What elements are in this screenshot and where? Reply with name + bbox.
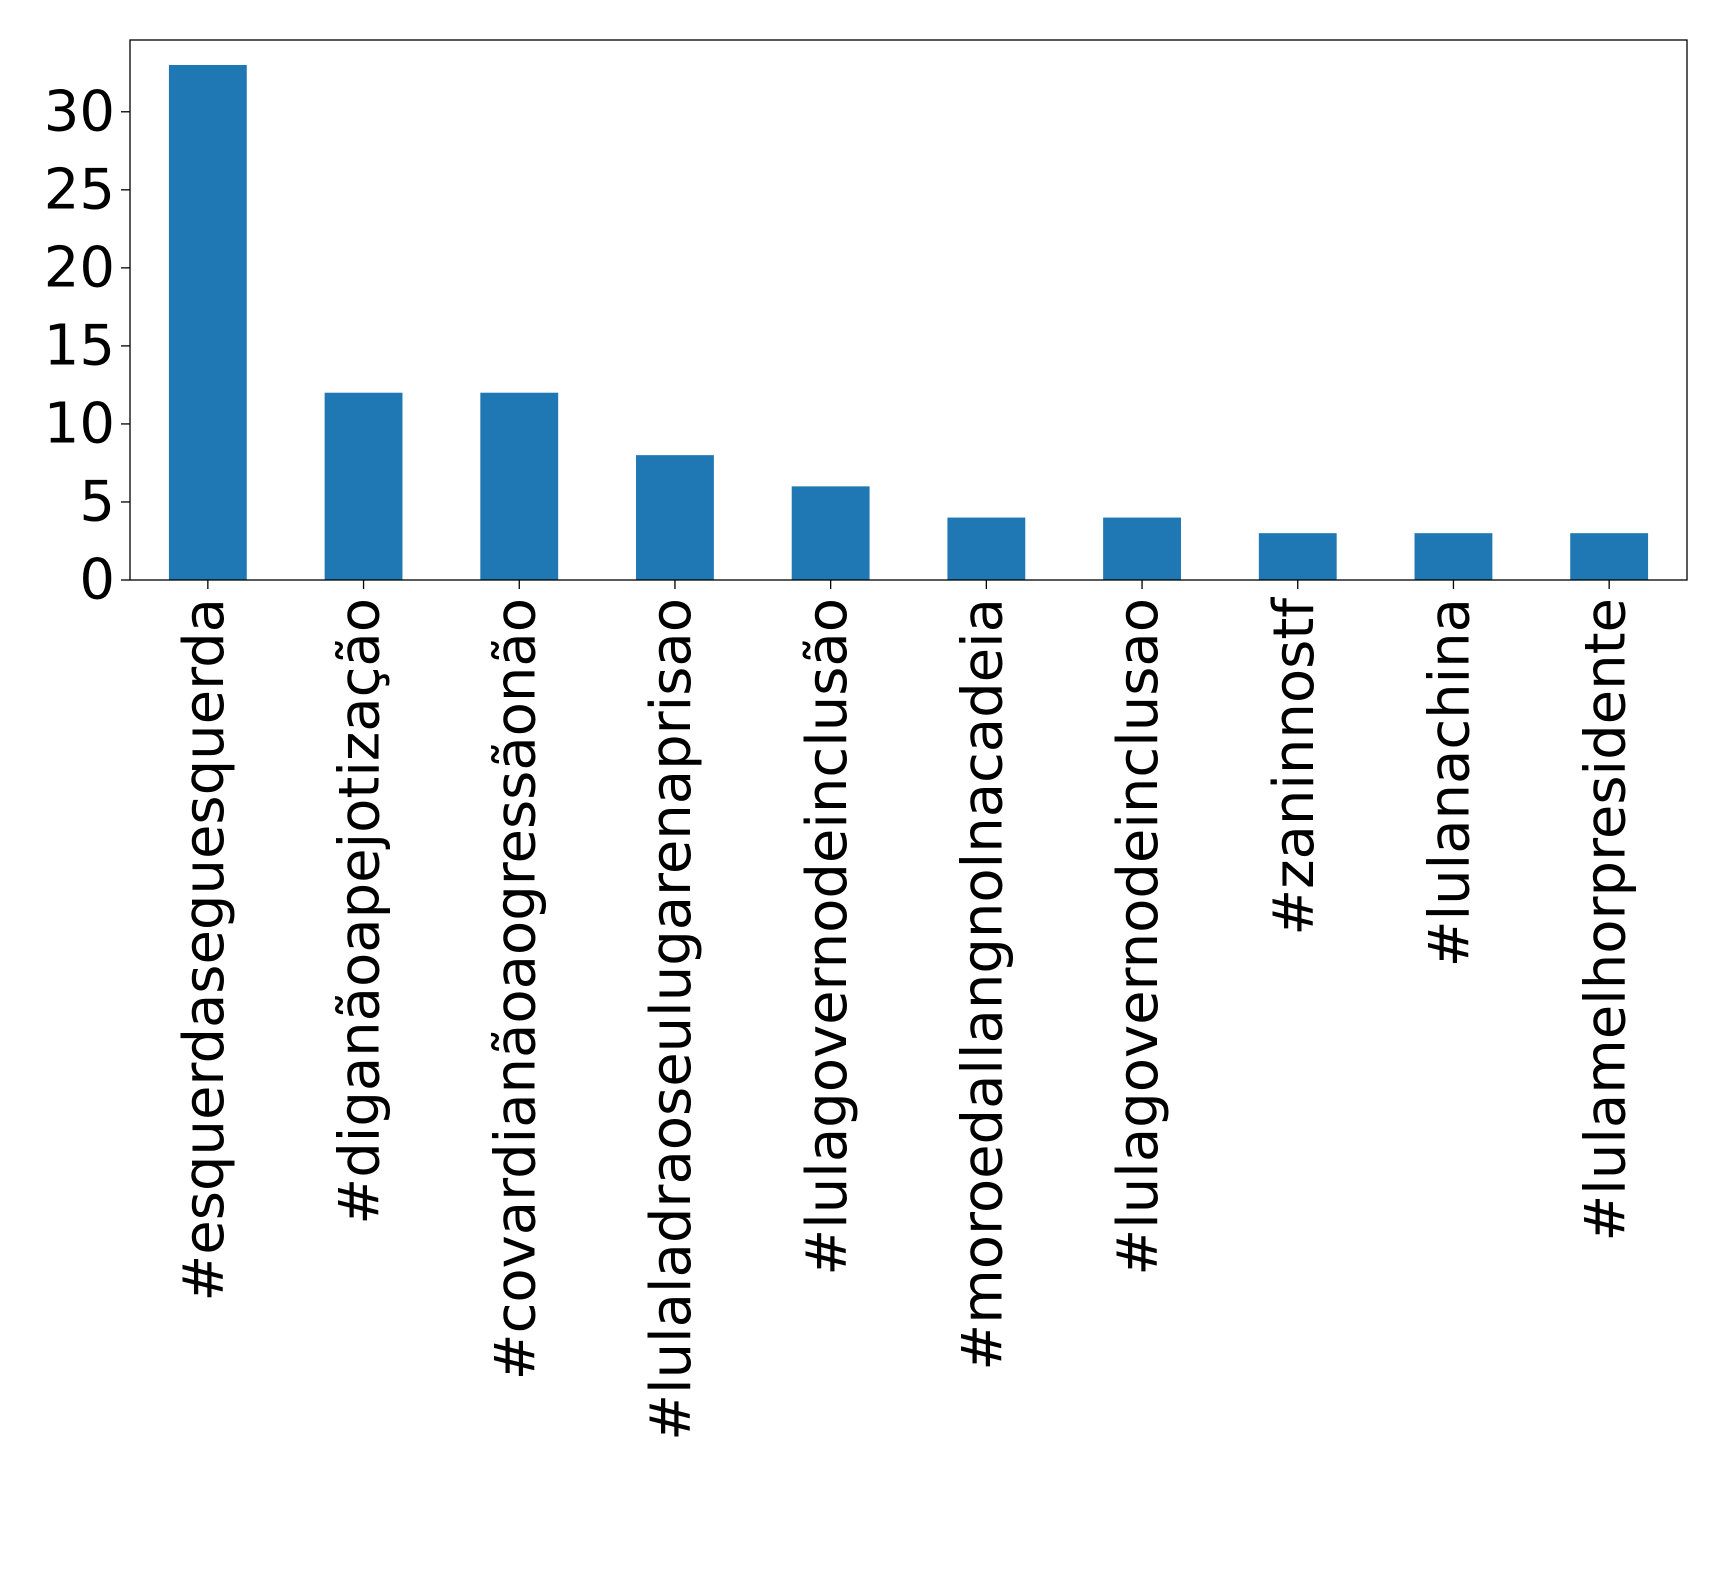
bar-6 <box>947 517 1026 580</box>
bar-4 <box>636 455 714 580</box>
bar-10 <box>1570 533 1649 580</box>
x-tick-label: #moroedallangnolnacadeia <box>950 598 1015 1371</box>
x-tick-label: #lulagovernodeinclusão <box>795 598 860 1276</box>
bar-1 <box>168 64 247 581</box>
bars-layer <box>168 64 1649 581</box>
x-tick-label: #lulaladraoseulugarenaprisao <box>639 598 704 1441</box>
bar-5 <box>791 486 870 580</box>
x-axis: #esquerdaseguesquerda #diganãoapejotizaçã… <box>172 580 1638 1441</box>
y-tick-label: 5 <box>79 469 115 534</box>
y-tick-label: 20 <box>44 235 115 300</box>
x-tick-label: #lulamelhorpresidente <box>1573 598 1638 1242</box>
x-tick-label: #covardianãoaogressãonão <box>483 598 548 1380</box>
y-tick-label: 25 <box>44 157 115 222</box>
bar-9 <box>1414 533 1493 580</box>
y-tick-label: 0 <box>79 548 115 613</box>
y-tick-label: 30 <box>44 79 115 144</box>
bar-3 <box>480 392 559 580</box>
bar-7 <box>1103 517 1181 580</box>
x-tick-label: #diganãoapejotização <box>328 598 393 1225</box>
x-tick-label: #lulagovernodeinclusao <box>1106 598 1171 1276</box>
x-tick-label: #zaninnostf <box>1262 597 1327 936</box>
y-tick-label: 15 <box>44 313 115 378</box>
plot-frame <box>129 39 1688 581</box>
x-tick-label: #lulanachina <box>1418 598 1483 967</box>
bar-2 <box>324 392 403 580</box>
x-tick-label: #esquerdaseguesquerda <box>172 598 237 1302</box>
bar-8 <box>1258 533 1337 580</box>
y-tick-label: 10 <box>44 391 115 456</box>
y-axis: 0 5 10 15 20 25 30 <box>44 79 130 613</box>
